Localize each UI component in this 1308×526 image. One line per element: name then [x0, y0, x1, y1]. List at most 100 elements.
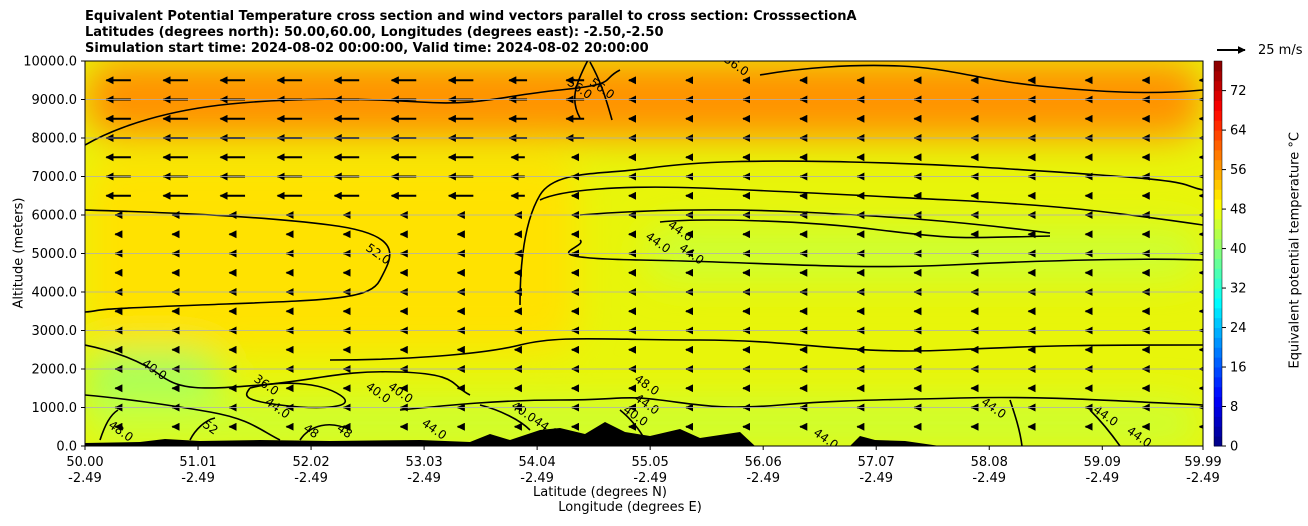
- x-tick-label-lon: -2.49: [294, 471, 328, 486]
- x-tick-label-lon: -2.49: [746, 471, 780, 486]
- y-tick-label: 2000.0: [32, 363, 78, 378]
- y-tick-label: 9000.0: [32, 93, 78, 108]
- contour-line-36: [245, 382, 347, 409]
- colorbar-segment: [1214, 139, 1222, 151]
- quiver-key-label: 25 m/s: [1258, 43, 1303, 58]
- colorbar-segment: [1214, 327, 1222, 338]
- x-tick-label-lon: -2.49: [1186, 471, 1220, 486]
- x-tick-label-lon: -2.49: [633, 471, 667, 486]
- colorbar-segment: [1214, 61, 1222, 72]
- x-axis-title-lon: Longitude (degrees E): [558, 500, 702, 515]
- x-tick-label-lat: 58.08: [971, 455, 1008, 470]
- colorbar-segment: [1214, 357, 1222, 368]
- x-tick-label-lon: -2.49: [520, 471, 554, 486]
- colorbar-segment: [1214, 90, 1222, 101]
- colorbar-segment: [1214, 258, 1222, 269]
- colorbar-segment: [1214, 396, 1222, 408]
- colorbar-segment: [1214, 159, 1222, 171]
- x-axis: 50.00-2.4951.01-2.4952.02-2.4953.03-2.49…: [66, 446, 1222, 486]
- y-tick-label: 3000.0: [32, 324, 78, 339]
- x-tick-label-lat: 54.04: [519, 455, 556, 470]
- colorbar-segment: [1214, 268, 1222, 279]
- colorbar-tick-label: 48: [1230, 203, 1247, 218]
- colorbar-segment: [1214, 80, 1222, 92]
- x-tick-label-lon: -2.49: [407, 471, 441, 486]
- y-tick-label: 10000.0: [23, 55, 77, 70]
- x-tick-label-lon: -2.49: [181, 471, 215, 486]
- colorbar-title: Equivalent potential temperature °C: [1287, 132, 1303, 369]
- y-tick-label: 8000.0: [32, 132, 78, 147]
- colorbar-segment: [1214, 297, 1222, 309]
- colorbar-segment: [1214, 317, 1222, 329]
- colorbar-frame: [1213, 60, 1223, 447]
- colorbar-segment: [1214, 426, 1222, 437]
- x-tick-label-lat: 57.07: [858, 455, 895, 470]
- x-tick-label-lat: 56.06: [745, 455, 782, 470]
- field-zone: [85, 399, 1203, 446]
- y-axis-title: Altitude (meters): [11, 197, 27, 309]
- colorbar-segment: [1214, 406, 1222, 417]
- x-tick-label-lat: 51.01: [179, 455, 216, 470]
- colorbar-segment: [1214, 288, 1222, 299]
- contour-line-48: [539, 186, 1203, 226]
- colorbar-segment: [1214, 367, 1222, 378]
- colorbar-segment: [1214, 120, 1222, 131]
- contour-line-56b: [573, 61, 613, 121]
- plot-area: 56.056.056.052.044.044.0 44.040.036.0 40.0…: [85, 61, 1203, 446]
- colorbar-segment: [1214, 238, 1222, 250]
- colorbar-tick-label: 24: [1230, 321, 1247, 336]
- chart-title-line-2: Latitudes (degrees north): 50.00,60.00, …: [85, 25, 664, 40]
- x-tick-label-lat: 59.99: [1184, 455, 1221, 470]
- colorbar: [1214, 61, 1222, 447]
- colorbar-segment: [1214, 376, 1222, 388]
- colorbar-segment: [1214, 218, 1222, 230]
- colorbar-segment: [1214, 307, 1222, 319]
- colorbar-ticks: 0 8 16 24 32 40 48 56 64 72: [1222, 84, 1247, 455]
- colorbar-segment: [1214, 70, 1222, 82]
- colorbar-segment: [1214, 199, 1222, 210]
- colorbar-segment: [1214, 110, 1222, 121]
- colorbar-tick-label: 64: [1230, 124, 1247, 139]
- contour-line-56: [85, 64, 1203, 146]
- x-tick-label-lat: 55.05: [632, 455, 669, 470]
- y-tick-label: 4000.0: [32, 286, 78, 301]
- x-axis-title-lat: Latitude (degrees N): [533, 485, 667, 500]
- colorbar-tick-label: 16: [1230, 361, 1247, 376]
- colorbar-segment: [1214, 189, 1222, 200]
- colorbar-segment: [1214, 416, 1222, 427]
- x-tick-label-lon: -2.49: [972, 471, 1006, 486]
- colorbar-segment: [1214, 228, 1222, 240]
- y-tick-label: 7000.0: [32, 170, 78, 185]
- y-tick-label: 0.0: [56, 440, 77, 455]
- chart-title-line-3: Simulation start time: 2024-08-02 00:00:…: [85, 41, 649, 56]
- colorbar-tick-label: 40: [1230, 242, 1247, 257]
- colorbar-segment: [1214, 248, 1222, 259]
- colorbar-segment: [1214, 209, 1222, 220]
- colorbar-segment: [1214, 169, 1222, 180]
- y-axis: 0.0 1000.0 2000.0 3000.0 4000.0 5000.0 6000.0 7…: [23, 55, 85, 455]
- y-tick-label: 5000.0: [32, 247, 78, 262]
- y-tick-label: 6000.0: [32, 209, 78, 224]
- colorbar-segment: [1214, 278, 1222, 289]
- chart-title-line-1: Equivalent Potential Temperature cross s…: [85, 9, 857, 24]
- x-tick-label-lon: -2.49: [859, 471, 893, 486]
- colorbar-segment: [1214, 149, 1222, 161]
- contour-line-48-low: [329, 337, 1203, 361]
- x-tick-label-lon: -2.49: [68, 471, 102, 486]
- colorbar-tick-label: 32: [1230, 282, 1247, 297]
- x-tick-label-lat: 52.02: [292, 455, 329, 470]
- y-tick-label: 1000.0: [32, 401, 78, 416]
- colorbar-segment: [1214, 179, 1222, 190]
- colorbar-tick-label: 56: [1230, 163, 1247, 178]
- x-tick-label-lat: 50.00: [66, 455, 103, 470]
- colorbar-tick-label: 0: [1230, 440, 1238, 455]
- colorbar-segment: [1214, 436, 1222, 447]
- colorbar-segment: [1214, 337, 1222, 348]
- colorbar-segment: [1214, 100, 1222, 111]
- x-tick-label-lat: 53.03: [405, 455, 442, 470]
- colorbar-segment: [1214, 130, 1222, 141]
- colorbar-tick-label: 72: [1230, 84, 1247, 99]
- contour-line-44-mid: [659, 219, 1051, 239]
- terrain: [85, 422, 940, 446]
- x-tick-label-lat: 59.09: [1084, 455, 1121, 470]
